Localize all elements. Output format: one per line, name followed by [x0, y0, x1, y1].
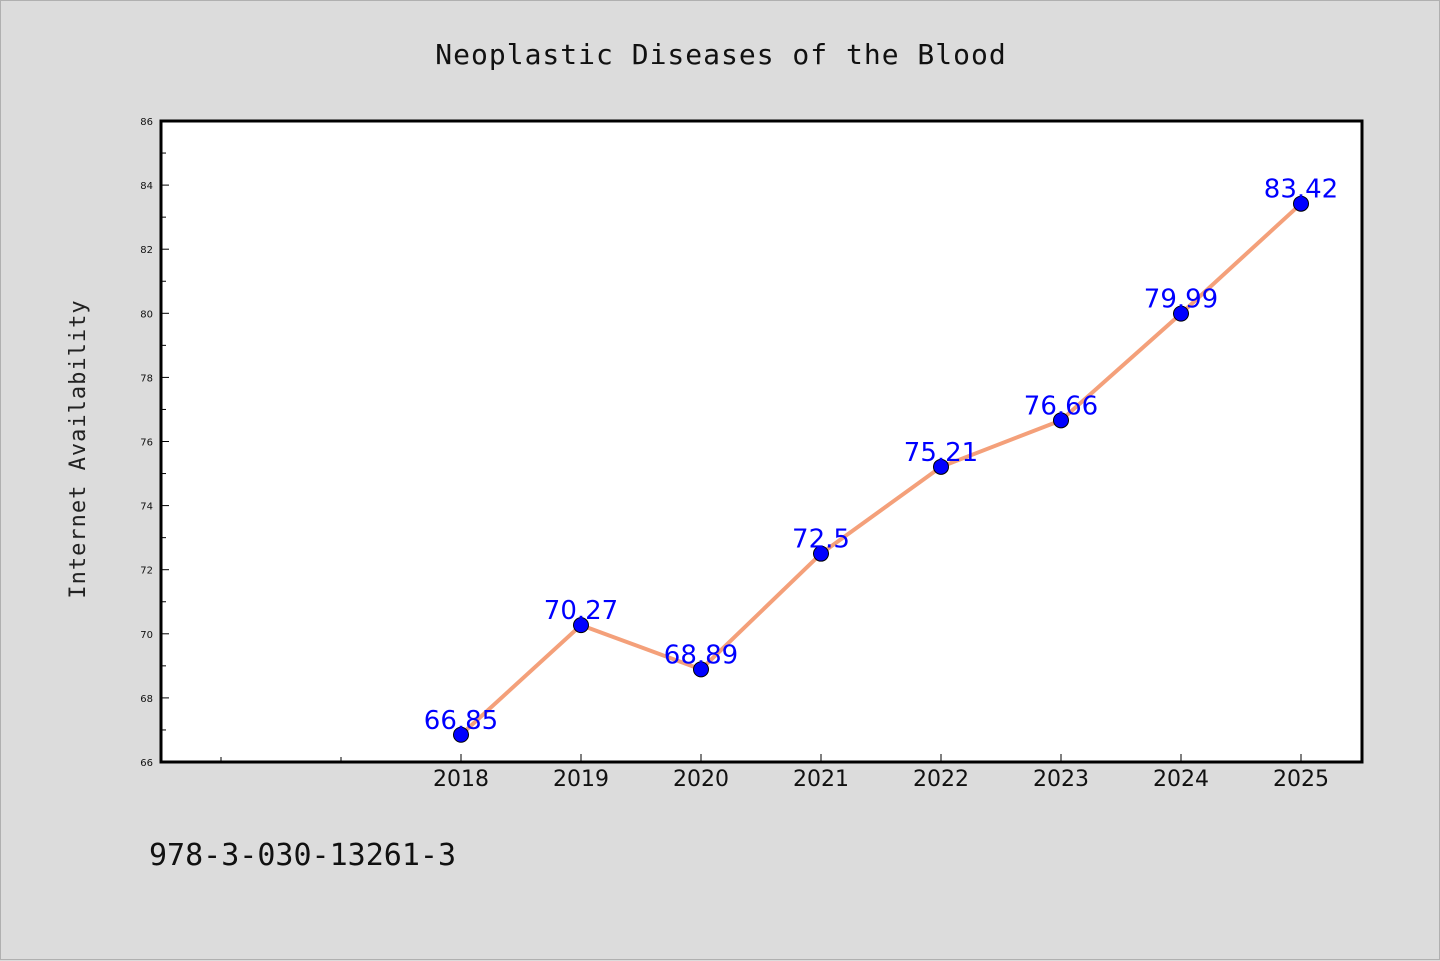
x-tick-label: 2022 [913, 767, 969, 792]
y-tick-label: 86 [140, 117, 153, 128]
x-axis-ticks: 2018 2019 2020 2021 2022 2023 2024 2025 [220, 754, 1329, 792]
series-line-group [459, 201, 1303, 737]
y-tick-label: 68 [140, 694, 153, 705]
x-tick-label: 2025 [1273, 767, 1329, 792]
chart-title: Neoplastic Diseases of the Blood [435, 38, 1006, 71]
data-point-marker [1293, 195, 1309, 212]
data-label: 70.27 [544, 596, 618, 626]
footer-isbn: 978-3-030-13261-3 [149, 838, 456, 873]
y-tick-label: 82 [140, 245, 153, 256]
y-tick-label: 84 [140, 181, 153, 192]
data-label: 72.5 [792, 525, 850, 555]
y-tick-label: 66 [140, 758, 153, 769]
y-tick-label: 76 [140, 438, 153, 449]
x-tick-label: 2023 [1033, 767, 1089, 792]
x-tick-label: 2024 [1153, 767, 1209, 792]
data-point-marker [813, 545, 829, 562]
x-tick-label: 2020 [673, 767, 729, 792]
data-label: 83.42 [1264, 175, 1338, 205]
data-point-marker [573, 617, 589, 634]
series-line [459, 201, 1303, 737]
y-axis-ticks: 66 68 70 72 74 76 78 80 82 84 86 [140, 117, 169, 769]
x-tick-label: 2018 [433, 767, 489, 792]
plot-area [159, 119, 1364, 764]
y-tick-label: 72 [140, 566, 153, 577]
data-label: 66.85 [424, 706, 498, 736]
data-label: 75.21 [904, 438, 978, 468]
y-tick-label: 70 [140, 630, 153, 641]
y-tick-label: 74 [140, 502, 153, 513]
y-tick-label: 78 [140, 373, 153, 384]
x-tick-label: 2021 [793, 767, 849, 792]
marker-group [453, 195, 1309, 743]
data-label: 79.99 [1144, 285, 1218, 315]
data-point-marker [933, 458, 949, 475]
data-point-marker [453, 726, 469, 743]
data-label: 76.66 [1024, 391, 1098, 421]
y-axis-label: Internet Availability [66, 299, 91, 598]
data-point-marker [1173, 305, 1189, 322]
data-label-group: 66.85 70.27 68.89 72.5 75.21 76.66 79.99 83.42 [424, 175, 1338, 736]
x-tick-label: 2019 [553, 767, 609, 792]
data-point-marker [1053, 412, 1069, 429]
y-tick-label: 80 [140, 309, 153, 320]
data-label: 68.89 [664, 640, 738, 670]
data-point-marker [693, 661, 709, 678]
